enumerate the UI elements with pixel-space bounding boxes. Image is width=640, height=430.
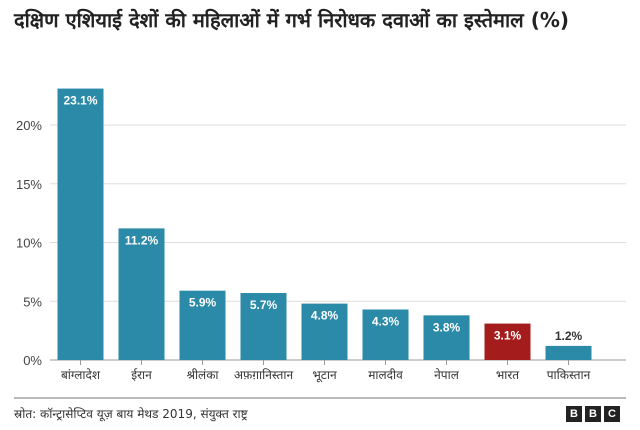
data-label: 3.1% xyxy=(494,329,522,343)
source-note: स्रोत: कॉन्ट्रासेप्टिव यूज़ बाय मेथड 201… xyxy=(14,407,248,421)
x-tick-label: मालदीव xyxy=(368,368,403,382)
bar xyxy=(57,88,104,360)
bar xyxy=(362,309,409,360)
y-tick-label: 5% xyxy=(23,294,42,309)
x-tick-label: नेपाल xyxy=(434,368,460,382)
x-tick-label: अफ़ग़ानिस्तान xyxy=(234,368,294,382)
x-tick-label: बांग्लादेश xyxy=(61,368,101,382)
y-tick-label: 20% xyxy=(16,118,42,133)
bar xyxy=(545,345,592,360)
data-label: 1.2% xyxy=(555,329,583,343)
y-tick-label: 0% xyxy=(23,353,42,368)
data-label: 4.3% xyxy=(372,314,400,328)
y-tick-label: 15% xyxy=(16,177,42,192)
data-label: 23.1% xyxy=(63,94,97,108)
data-label: 4.8% xyxy=(311,309,339,323)
x-tick-label: भारत xyxy=(496,368,520,382)
bar xyxy=(118,228,165,360)
data-label: 5.9% xyxy=(189,296,217,310)
bar xyxy=(240,293,287,360)
y-tick-label: 10% xyxy=(16,236,42,251)
data-label: 11.2% xyxy=(125,233,159,247)
x-tick-label: ईरान xyxy=(131,368,152,382)
x-tick-label: भूटान xyxy=(312,368,337,383)
data-label: 3.8% xyxy=(433,320,461,334)
bar xyxy=(423,315,470,360)
x-tick-label: पाकिस्तान xyxy=(547,368,591,382)
bar xyxy=(484,323,531,360)
footer-divider xyxy=(14,397,626,399)
chart-title: दक्षिण एशियाई देशों की महिलाओं में गर्भ … xyxy=(14,8,570,32)
x-tick-label: श्रीलंका xyxy=(186,368,219,382)
data-label: 5.7% xyxy=(250,298,278,312)
bar xyxy=(179,290,226,360)
bar-chart: 0% 5% 10% 15% 20% 23.1% बांग्लादेश 11.2% ईरान 5.9… xyxy=(16,88,626,383)
bar xyxy=(301,303,348,360)
